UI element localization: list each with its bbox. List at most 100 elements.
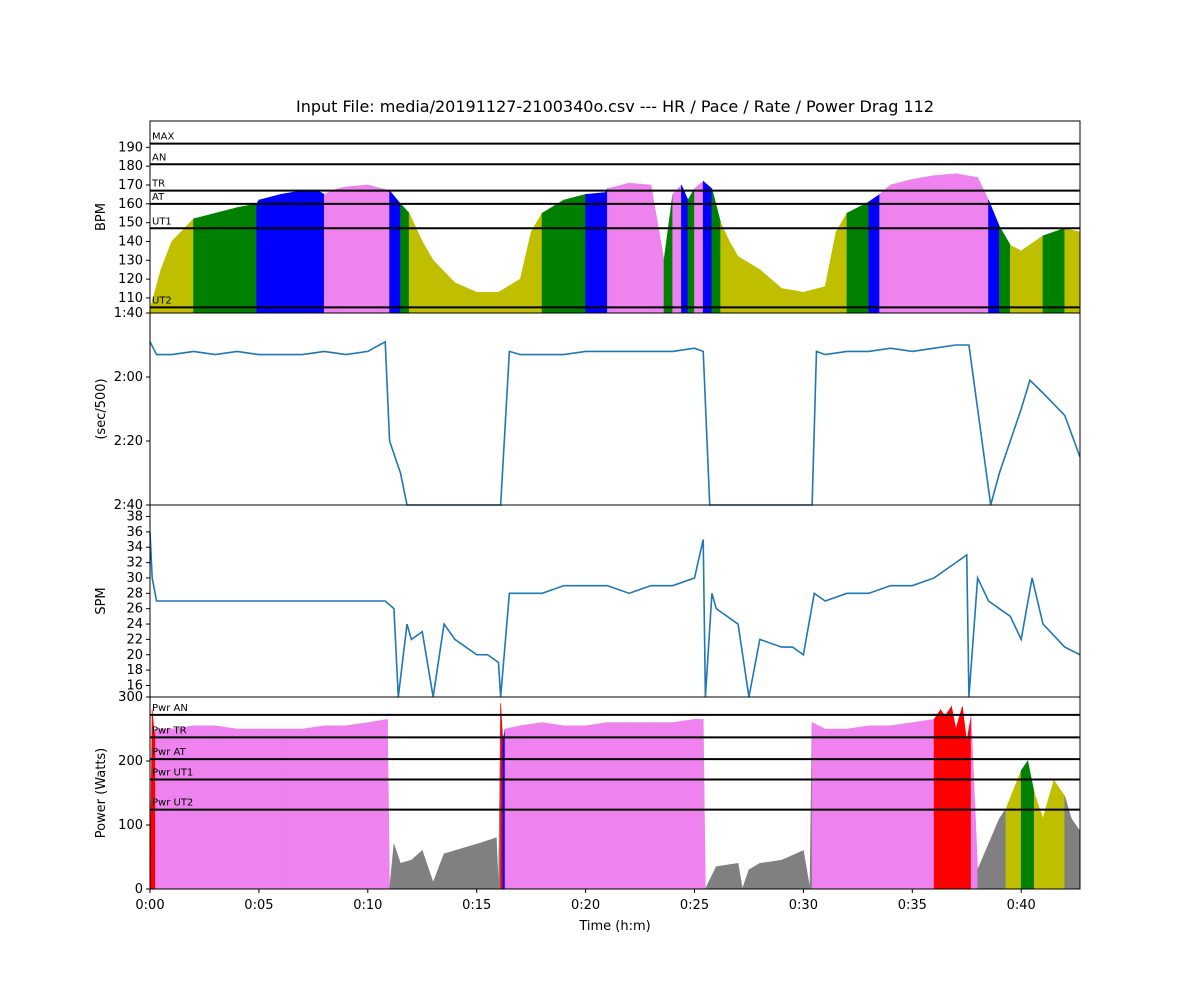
power-panel-frame: [149, 696, 1081, 890]
hr-area-segment: [781, 288, 804, 314]
x-tick-label: 0:25: [680, 898, 709, 913]
power-zone-label: Pwr AN: [152, 703, 188, 714]
power-area-segment: [519, 722, 543, 890]
hr-y-tick-label: 180: [118, 159, 143, 174]
hr-area-segment: [604, 187, 608, 314]
pace-y-tick-label: 2:40: [114, 498, 143, 513]
hr-y-tick-label: 140: [118, 234, 143, 249]
hr-zone-label: AN: [152, 152, 166, 163]
rate-y-tick-label: 30: [126, 571, 143, 586]
hr-area-segment: [846, 201, 870, 314]
hr-area-segment: [541, 199, 565, 314]
power-area-segment: [999, 808, 1007, 890]
hr-area-segment: [933, 173, 957, 314]
power-area-segment: [607, 722, 630, 890]
rate-y-tick-label: 32: [126, 556, 143, 571]
hr-y-tick-label: 160: [118, 197, 143, 212]
hr-y-tick-label: 170: [118, 178, 143, 193]
x-tick-label: 0:35: [898, 898, 927, 913]
hr-area-segment: [323, 188, 338, 314]
chart-title: Input File: media/20191127-2100340o.csv …: [296, 97, 934, 116]
x-tick-label: 0:40: [1007, 898, 1036, 913]
pace-y-axis-title: (sec/500): [94, 378, 109, 439]
power-area-segment: [628, 722, 652, 890]
chart-overlay: MAX AN TR AT UT1 UT2 Pwr AN Pwr TR Pwr AT Pwr UT1…: [150, 132, 1080, 811]
hr-area-segment: [868, 193, 880, 314]
power-zone-label: Pwr UT1: [152, 768, 193, 779]
hr-zone-label: MAX: [152, 132, 174, 143]
rate-y-tick-label: 16: [126, 678, 143, 693]
power-area-segment: [500, 703, 504, 890]
power-area-segment: [193, 725, 216, 890]
power-area-segment: [1053, 779, 1066, 890]
power-zone-label: Pwr TR: [152, 725, 187, 736]
panel-frames: 110120130140150160170180190BPM1:402:002:…: [94, 120, 1081, 934]
power-area-segment: [868, 725, 891, 890]
hr-y-tick-label: 120: [118, 272, 143, 287]
hr-y-axis-title: BPM: [94, 203, 109, 231]
hr-area-segment: [256, 198, 260, 314]
hr-y-tick-label: 150: [118, 216, 143, 231]
power-area-segment: [759, 859, 782, 890]
power-y-tick-label: 0: [135, 882, 143, 897]
power-area-segment: [367, 719, 388, 890]
power-area-segment: [215, 725, 238, 890]
power-area-segment: [563, 725, 586, 890]
power-area-segment: [672, 719, 695, 890]
hr-area-segment: [585, 192, 606, 314]
hr-area-segment: [702, 180, 713, 314]
x-tick-label: 0:20: [571, 898, 600, 913]
hr-area-segment: [476, 291, 499, 314]
power-area-segment: [951, 706, 957, 890]
rate-y-tick-label: 36: [126, 525, 143, 540]
x-tick-label: 0:05: [244, 898, 273, 913]
rate-y-tick-label: 20: [126, 648, 143, 663]
hr-area-segment: [694, 180, 704, 314]
x-tick-label: 0:30: [789, 898, 818, 913]
hr-y-tick-label: 110: [118, 291, 143, 306]
x-tick-label: 0:00: [135, 898, 164, 913]
power-area-segment: [443, 850, 456, 890]
hr-area-segment: [1010, 244, 1022, 314]
hr-zone-label: UT2: [152, 295, 172, 306]
x-axis-title: Time (h:m): [578, 919, 650, 934]
power-area-segment: [715, 863, 739, 890]
hr-area-segment: [317, 190, 325, 314]
power-area-segment: [955, 706, 963, 890]
hr-area-segment: [258, 194, 281, 314]
rate-y-tick-label: 22: [126, 632, 143, 647]
x-tick-label: 0:10: [353, 898, 382, 913]
rate-y-tick-label: 18: [126, 663, 143, 678]
power-area-segment: [541, 722, 565, 890]
rate-y-tick-label: 38: [126, 510, 143, 525]
hr-area-segment: [215, 207, 238, 314]
power-area-segment: [846, 725, 870, 890]
hr-area-segment: [1064, 227, 1081, 314]
hr-zone-label: AT: [152, 192, 165, 203]
power-area-segment: [302, 725, 325, 890]
power-y-tick-label: 100: [118, 818, 143, 833]
power-zone-label: Pwr AT: [152, 747, 187, 758]
power-area-segment: [966, 716, 972, 890]
power-area-segment: [585, 722, 608, 890]
power-area-segment: [944, 705, 952, 890]
hr-area-segment: [563, 194, 586, 314]
power-y-tick-label: 200: [118, 754, 143, 769]
pace-y-tick-label: 2:20: [114, 434, 143, 449]
power-area-segment: [650, 722, 674, 890]
power-area-segment: [694, 719, 704, 890]
hr-area-segment: [400, 203, 410, 314]
hr-area-segment: [890, 178, 913, 314]
power-area-segment: [454, 843, 477, 890]
hr-y-tick-label: 130: [118, 253, 143, 268]
rate-y-tick-label: 26: [126, 602, 143, 617]
hr-area-segment: [628, 182, 652, 314]
power-area-segment: [400, 859, 412, 890]
power-y-tick-label: 300: [118, 690, 143, 705]
x-tick-label: 0:15: [462, 898, 491, 913]
hr-area-segment: [607, 182, 630, 314]
hr-area-segment: [911, 175, 935, 314]
hr-area-segment: [1042, 227, 1066, 314]
power-area-segment: [890, 722, 913, 890]
